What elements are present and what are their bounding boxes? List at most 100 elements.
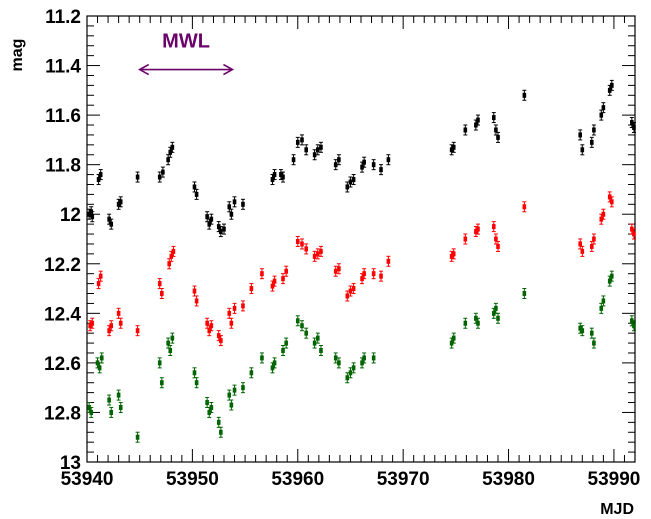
data-point [281,345,286,356]
data-point [90,317,95,329]
data-point [109,218,114,230]
data-point [336,263,341,275]
data-point [240,382,245,394]
data-point [118,196,123,208]
x-tick-label: 53960 [271,469,324,490]
data-point [157,171,162,183]
data-point [135,431,140,443]
data-point [170,332,175,344]
data-point [167,258,172,270]
data-point [218,335,223,347]
data-point [601,295,606,307]
data-point [333,352,338,364]
data-point [496,312,500,324]
y-tick-label: 12.4 [44,304,81,325]
data-point [116,389,121,401]
data-point [318,345,323,356]
y-axis: 11.2 11.4 11.6 11.8 12 12.2 12.4 12.6 12.8 13 [44,7,635,474]
data-point [107,394,112,406]
data-point [631,122,636,133]
data-point [318,141,323,153]
y-tick-label: 11.4 [45,57,81,78]
data-point [609,196,614,208]
data-point [157,357,162,369]
data-point [580,325,585,337]
data-point [291,154,296,166]
data-point [351,174,356,186]
data-point [229,208,234,220]
data-point [159,377,164,389]
data-point [522,89,527,101]
data-point [272,169,277,181]
data-point [631,228,636,240]
data-point [315,332,320,344]
data-point [109,406,114,418]
data-point [371,352,376,364]
data-point [160,166,165,178]
data-point [249,283,254,295]
x-tick-label: 53950 [166,469,219,490]
data-point [240,198,245,210]
data-point [87,208,92,220]
data-point [451,332,456,344]
data-point [631,320,636,332]
data-point [348,285,353,297]
data-point [194,295,199,307]
data-point [299,320,304,332]
data-point [194,188,199,200]
x-tick-label: 53970 [377,469,430,490]
mwl-arrow-head-right [223,63,235,76]
data-point [315,144,320,156]
x-axis: 53940 53950 53960 53970 53980 53990 [61,16,640,490]
data-point [491,112,496,124]
data-point [89,406,94,418]
data-point [232,384,237,396]
y-tick-label: 12.2 [44,255,81,276]
data-point [580,245,585,257]
data-point [209,320,214,332]
data-point [170,141,175,153]
data-point [229,317,234,329]
data-point [580,144,585,156]
data-point [295,136,300,148]
x-tick-label: 53940 [61,469,114,490]
data-point [475,114,480,126]
data-point [312,337,317,349]
data-point [118,401,123,413]
data-point [315,248,320,260]
data-point [351,362,356,374]
data-point [475,223,480,235]
data-point [379,270,384,282]
mwl-annotation: MWL [138,31,235,76]
data-point [449,144,454,156]
data-point [209,401,214,413]
data-point [299,134,304,146]
data-point [116,198,121,210]
data-point [345,290,350,302]
data-point [578,129,583,141]
data-point [386,255,391,267]
data-point [299,238,304,250]
y-tick-label: 12.8 [44,403,81,424]
y-tick-label: 11.6 [45,106,81,127]
data-point [312,149,317,161]
x-axis-title: MJD [600,501,634,518]
data-point [522,201,527,213]
data-point [304,144,309,156]
data-point [591,124,596,136]
data-point [232,302,237,314]
data-point [312,250,317,262]
data-point [284,265,289,277]
data-point [98,270,103,282]
data-point [336,357,341,369]
data-point [99,352,104,364]
data-point [222,223,226,235]
data-point [522,288,527,300]
data-point [229,399,234,411]
data-point [249,367,254,379]
data-point [209,213,214,225]
data-point [284,337,289,349]
data-point [218,226,223,238]
data-point [318,245,323,257]
data-point [345,372,350,384]
